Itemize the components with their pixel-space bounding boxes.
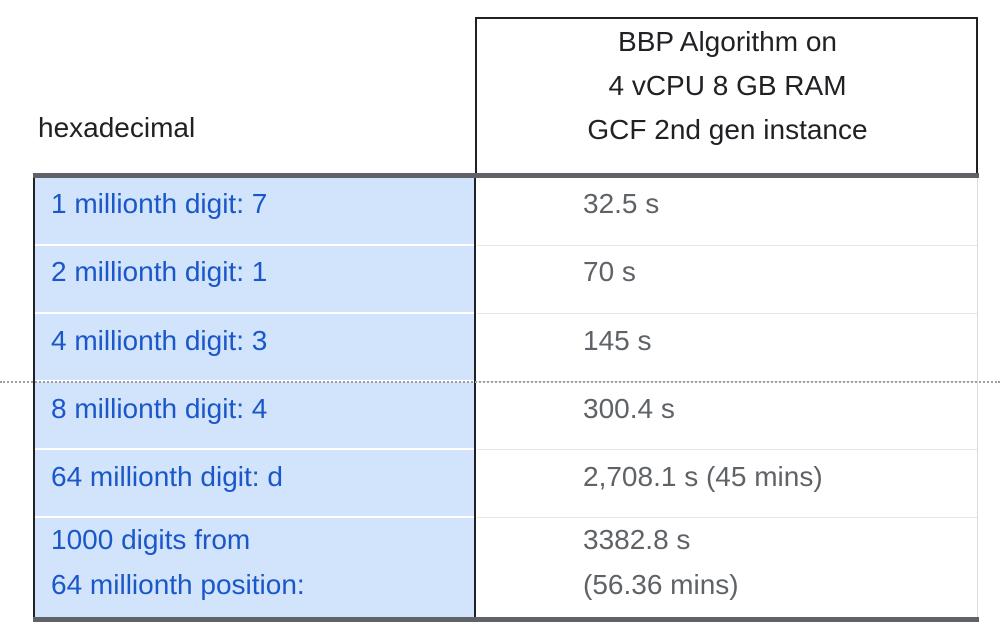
row-separator bbox=[477, 517, 977, 518]
row-label-line-2: 64 millionth position: bbox=[51, 569, 305, 600]
row-label: 64 millionth digit: d bbox=[51, 461, 283, 492]
header-line-1: BBP Algorithm on bbox=[618, 26, 837, 57]
row-value: 300.4 s bbox=[583, 393, 675, 424]
header-bottom-rule bbox=[33, 173, 979, 178]
label-column bbox=[33, 178, 476, 619]
row-separator bbox=[477, 449, 977, 450]
row-value: 32.5 s bbox=[583, 188, 660, 219]
row-value: 70 s bbox=[583, 256, 636, 287]
row-value-line-2: (56.36 mins) bbox=[583, 569, 739, 600]
value-column bbox=[477, 178, 978, 619]
row-separator bbox=[477, 245, 977, 246]
row-label: 2 millionth digit: 1 bbox=[51, 256, 268, 287]
row-label: 4 millionth digit: 3 bbox=[51, 325, 268, 356]
row-value-line-1: 3382.8 s bbox=[583, 524, 691, 555]
table-bottom-rule bbox=[33, 617, 979, 622]
header-environment: BBP Algorithm on 4 vCPU 8 GB RAM GCF 2nd… bbox=[477, 20, 978, 152]
header-column-divider bbox=[475, 18, 477, 174]
dotted-guide-line bbox=[0, 381, 1000, 383]
row-separator bbox=[35, 516, 474, 518]
row-label: 8 millionth digit: 4 bbox=[51, 393, 268, 424]
header-hexadecimal: hexadecimal bbox=[38, 112, 196, 143]
header-line-3: GCF 2nd gen instance bbox=[587, 114, 868, 145]
row-value: 145 s bbox=[583, 325, 652, 356]
row-separator bbox=[477, 313, 977, 314]
header-top-border bbox=[475, 17, 978, 19]
header-line-2: 4 vCPU 8 GB RAM bbox=[608, 70, 847, 101]
header-right-border bbox=[976, 17, 978, 174]
row-label: 1 millionth digit: 7 bbox=[51, 188, 268, 219]
row-value: 2,708.1 s (45 mins) bbox=[583, 461, 823, 492]
row-separator bbox=[35, 448, 474, 450]
row-label-line-1: 1000 digits from bbox=[51, 524, 251, 555]
row-separator bbox=[35, 244, 474, 246]
row-separator bbox=[35, 312, 474, 314]
